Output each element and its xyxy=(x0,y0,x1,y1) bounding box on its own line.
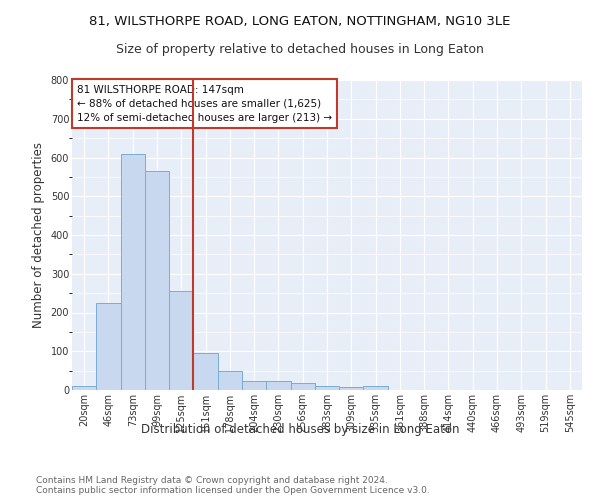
Bar xyxy=(96,303,121,390)
Bar xyxy=(242,382,266,390)
Bar xyxy=(218,372,242,390)
Text: 81, WILSTHORPE ROAD, LONG EATON, NOTTINGHAM, NG10 3LE: 81, WILSTHORPE ROAD, LONG EATON, NOTTING… xyxy=(89,15,511,28)
Bar xyxy=(364,386,388,390)
Y-axis label: Number of detached properties: Number of detached properties xyxy=(32,142,45,328)
Bar xyxy=(145,171,169,390)
Text: Distribution of detached houses by size in Long Eaton: Distribution of detached houses by size … xyxy=(141,422,459,436)
Text: Contains HM Land Registry data © Crown copyright and database right 2024.
Contai: Contains HM Land Registry data © Crown c… xyxy=(36,476,430,495)
Bar xyxy=(290,383,315,390)
Bar xyxy=(339,386,364,390)
Text: Size of property relative to detached houses in Long Eaton: Size of property relative to detached ho… xyxy=(116,42,484,56)
Bar xyxy=(266,382,290,390)
Bar xyxy=(72,386,96,390)
Bar xyxy=(169,291,193,390)
Bar xyxy=(193,353,218,390)
Bar xyxy=(121,154,145,390)
Bar xyxy=(315,386,339,390)
Text: 81 WILSTHORPE ROAD: 147sqm
← 88% of detached houses are smaller (1,625)
12% of s: 81 WILSTHORPE ROAD: 147sqm ← 88% of deta… xyxy=(77,84,332,122)
